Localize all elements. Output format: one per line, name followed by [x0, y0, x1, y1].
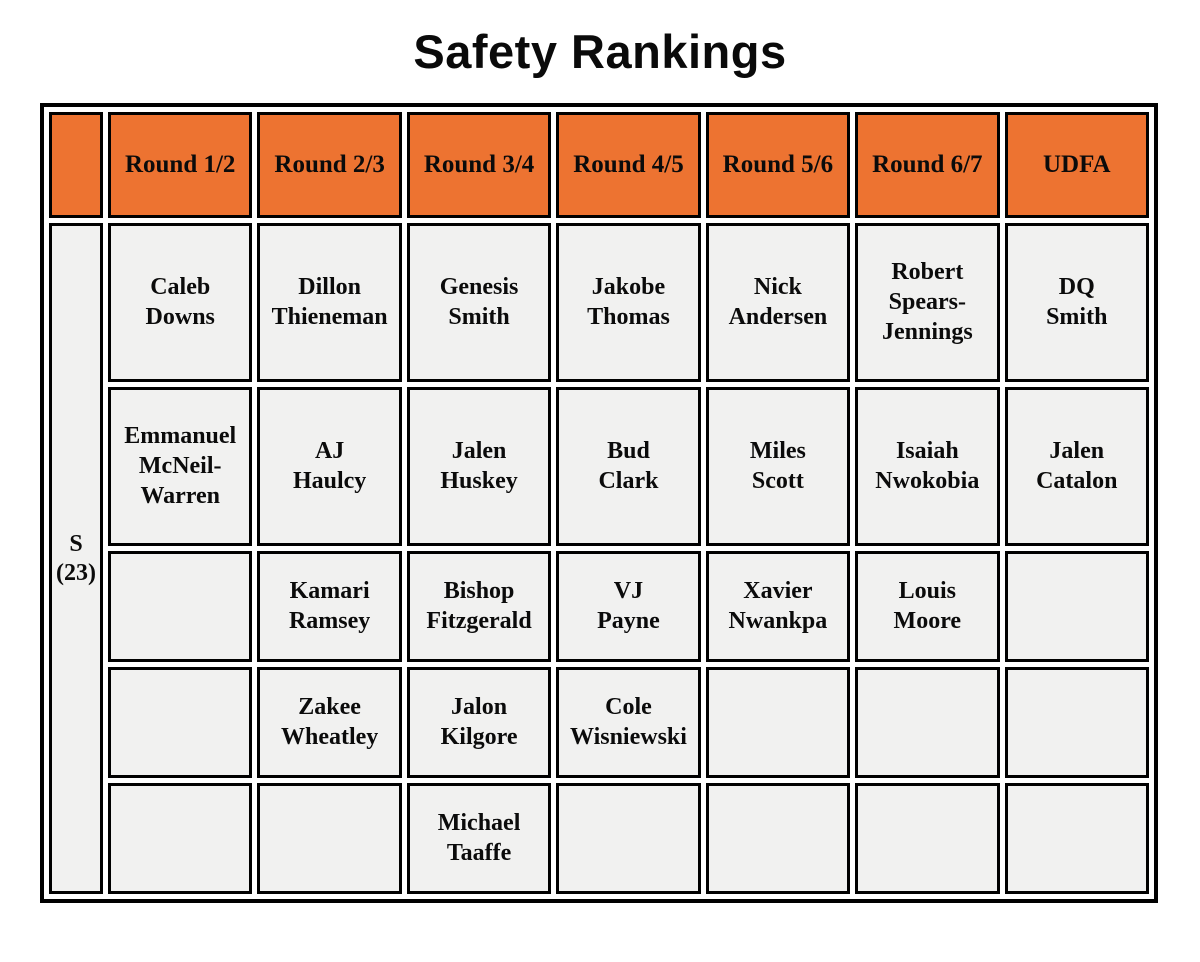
corner-cell — [49, 112, 103, 218]
player-cell: Isaiah Nwokobia — [855, 386, 1000, 546]
player-cell: Cole Wisniewski — [556, 666, 701, 778]
player-cell: Xavier Nwankpa — [705, 550, 851, 662]
column-header-round-2-3: Round 2/3 — [257, 112, 402, 218]
player-cell: Bishop Fitzgerald — [406, 550, 552, 662]
column-header-udfa: UDFA — [1004, 112, 1149, 218]
player-cell: Dillon Thieneman — [257, 223, 402, 382]
player-cell-empty — [108, 550, 253, 662]
player-cell: Jalon Kilgore — [406, 666, 552, 778]
player-cell-empty — [1004, 550, 1149, 662]
player-cell: Miles Scott — [705, 386, 851, 546]
player-cell: Jalen Catalon — [1004, 386, 1149, 546]
header-row: Round 1/2 Round 2/3 Round 3/4 Round 4/5 … — [49, 112, 1149, 218]
column-header-round-1-2: Round 1/2 — [108, 112, 253, 218]
player-cell: VJ Payne — [556, 550, 701, 662]
player-cell-empty — [1004, 666, 1149, 778]
player-cell: Bud Clark — [556, 386, 701, 546]
table-row: S (23) Caleb Downs Dillon Thieneman Gene… — [49, 223, 1149, 894]
player-cell: Michael Taaffe — [406, 782, 552, 894]
player-cell: Robert Spears- Jennings — [855, 223, 1000, 382]
column-header-round-3-4: Round 3/4 — [406, 112, 552, 218]
player-cell-empty — [257, 782, 402, 894]
player-cell: Jakobe Thomas — [556, 223, 701, 382]
player-cell-empty — [705, 782, 851, 894]
player-cell-empty — [855, 782, 1000, 894]
player-cell: Genesis Smith — [406, 223, 552, 382]
table-row: Emmanuel McNeil- Warren AJ Haulcy Jalen … — [49, 386, 1149, 546]
player-cell: Jalen Huskey — [406, 386, 552, 546]
player-cell-empty — [705, 666, 851, 778]
player-cell-empty — [108, 782, 253, 894]
player-cell: Nick Andersen — [705, 223, 851, 382]
table-row: Michael Taaffe — [49, 782, 1149, 894]
player-cell: AJ Haulcy — [257, 386, 402, 546]
player-cell-empty — [855, 666, 1000, 778]
player-cell: Caleb Downs — [108, 223, 253, 382]
player-cell: DQ Smith — [1004, 223, 1149, 382]
table-row: Kamari Ramsey Bishop Fitzgerald VJ Payne… — [49, 550, 1149, 662]
player-cell: Emmanuel McNeil- Warren — [108, 386, 253, 546]
safety-rankings-table: Round 1/2 Round 2/3 Round 3/4 Round 4/5 … — [40, 103, 1158, 903]
player-cell-empty — [1004, 782, 1149, 894]
position-row-label: S (23) — [49, 223, 103, 894]
column-header-round-5-6: Round 5/6 — [705, 112, 851, 218]
table-row: Zakee Wheatley Jalon Kilgore Cole Wisnie… — [49, 666, 1149, 778]
page-title: Safety Rankings — [413, 25, 787, 78]
column-header-round-4-5: Round 4/5 — [556, 112, 701, 218]
player-cell: Zakee Wheatley — [257, 666, 402, 778]
player-cell: Louis Moore — [855, 550, 1000, 662]
player-cell-empty — [556, 782, 701, 894]
player-cell-empty — [108, 666, 253, 778]
column-header-round-6-7: Round 6/7 — [855, 112, 1000, 218]
player-cell: Kamari Ramsey — [257, 550, 402, 662]
